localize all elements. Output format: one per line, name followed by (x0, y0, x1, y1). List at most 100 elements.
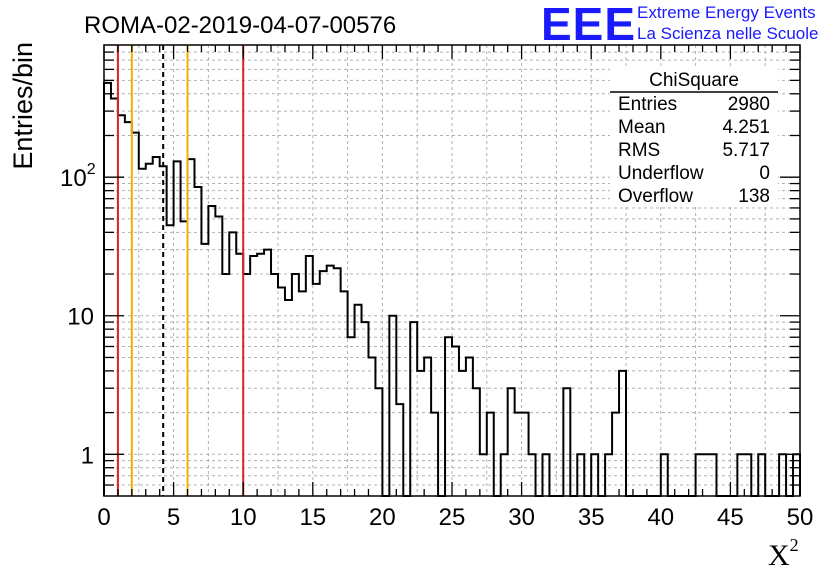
histogram-bin (466, 357, 473, 496)
x-tick-label: 10 (230, 504, 257, 531)
y-tick-labels: 1 10 102 (60, 161, 96, 469)
histogram-bin (515, 413, 522, 496)
histogram-bars (103, 81, 801, 497)
histogram-bin (480, 454, 487, 496)
x-tick-label: 0 (97, 504, 110, 531)
histogram-bin (271, 274, 278, 496)
histogram-bin (529, 454, 536, 496)
histogram-bin (501, 454, 508, 496)
histogram-bin (285, 300, 292, 496)
histogram-bin (194, 187, 201, 496)
histogram-bin (334, 268, 341, 496)
grid-lines (104, 45, 800, 496)
histogram-bin (208, 206, 215, 496)
histogram-bin (250, 256, 257, 496)
axis-ticks (103, 45, 801, 496)
histogram-bin (473, 388, 480, 496)
histogram-bin (431, 413, 438, 496)
stats-title: ChiSquare (649, 70, 739, 91)
histogram-bin (542, 454, 549, 496)
x-tick-labels: 0 5 10 15 20 25 30 35 40 45 50 (97, 504, 813, 531)
stats-row-value: 5.717 (722, 140, 770, 161)
histogram-bin (563, 388, 570, 496)
histogram-bin (104, 83, 111, 496)
histogram-bin (257, 254, 264, 496)
histogram-bin (146, 164, 153, 496)
histogram-bin (362, 322, 369, 496)
histogram-bin (612, 413, 619, 496)
histogram-bin (264, 250, 271, 496)
histogram-bin (696, 454, 703, 496)
x-axis-label: X2 (768, 535, 799, 572)
histogram-bin (174, 161, 181, 496)
histogram-bin (410, 322, 417, 496)
x-tick-label: 45 (717, 504, 744, 531)
histogram-bin (577, 454, 584, 496)
stats-rows: Entries 2980 Mean 4.251 RMS 5.717 Underflow 0 Ov… (618, 94, 770, 207)
histogram-bin (306, 256, 313, 496)
stats-row-label: Mean (618, 117, 666, 138)
histogram-bin (348, 337, 355, 496)
histogram-bin (661, 454, 668, 496)
reference-lines (116, 45, 245, 496)
histogram-bin (452, 346, 459, 496)
x-tick-label: 40 (647, 504, 674, 531)
stats-row-value: 0 (759, 163, 770, 184)
histogram-bin (125, 122, 132, 496)
histogram-bin (215, 217, 222, 496)
histogram-bin (341, 291, 348, 496)
histogram-bin (591, 454, 598, 496)
eee-logo: EEE Extreme Energy Events La Scienza nel… (541, 0, 818, 50)
histogram-bin (236, 254, 243, 496)
histogram-bin (710, 454, 717, 496)
stats-row-value: 138 (738, 186, 770, 207)
histogram-bin (188, 159, 195, 496)
histogram-bin (299, 291, 306, 496)
stats-row-label: RMS (618, 140, 660, 161)
histogram-bin (389, 316, 396, 496)
histogram-bin (243, 274, 250, 496)
histogram-bin (292, 274, 299, 496)
histogram-bin (375, 388, 382, 496)
histogram-bin (222, 274, 229, 496)
stats-row-label: Underflow (618, 163, 704, 184)
histogram-bin (327, 266, 334, 496)
eee-logo-line1: Extreme Energy Events (637, 3, 816, 22)
histogram-bin (181, 221, 188, 496)
histogram-bin (779, 454, 786, 496)
x-tick-label: 5 (167, 504, 180, 531)
histogram-bin (744, 454, 751, 496)
stats-box-bg (610, 67, 778, 207)
x-axis-label-sup: 2 (790, 535, 799, 555)
stats-row-value: 4.251 (722, 117, 770, 138)
x-tick-label: 30 (508, 504, 535, 531)
histogram-bin (320, 271, 327, 496)
histogram-bin (278, 287, 285, 496)
x-tick-label: 20 (369, 504, 396, 531)
histogram-bin (160, 166, 167, 496)
histogram-bin (132, 133, 139, 496)
x-tick-label: 35 (578, 504, 605, 531)
y-axis-label: Entries/bin (8, 42, 38, 170)
histogram-bin (605, 454, 612, 496)
x-axis-label-base: X (768, 539, 790, 572)
histogram-bin (417, 371, 424, 496)
histogram-outline (103, 81, 801, 497)
x-tick-label: 50 (787, 504, 814, 531)
histogram-bin (396, 404, 403, 496)
histogram-bin (508, 388, 515, 496)
x-tick-label: 15 (299, 504, 326, 531)
y-tick-label: 1 (81, 442, 94, 469)
histogram-bin (758, 454, 765, 496)
histogram-bin (201, 244, 208, 496)
histogram-bin (139, 169, 146, 496)
histogram-bin (737, 454, 744, 496)
histogram-bin (153, 157, 160, 496)
stats-row-value: 2980 (728, 94, 770, 115)
histogram-bin (118, 115, 125, 496)
histogram-bin (355, 305, 362, 496)
y-tick-label: 102 (60, 161, 96, 192)
histogram-bin (368, 357, 375, 496)
stats-box: ChiSquare Entries 2980 Mean 4.251 RMS 5.717 Un… (610, 67, 778, 207)
x-tick-label: 25 (439, 504, 466, 531)
